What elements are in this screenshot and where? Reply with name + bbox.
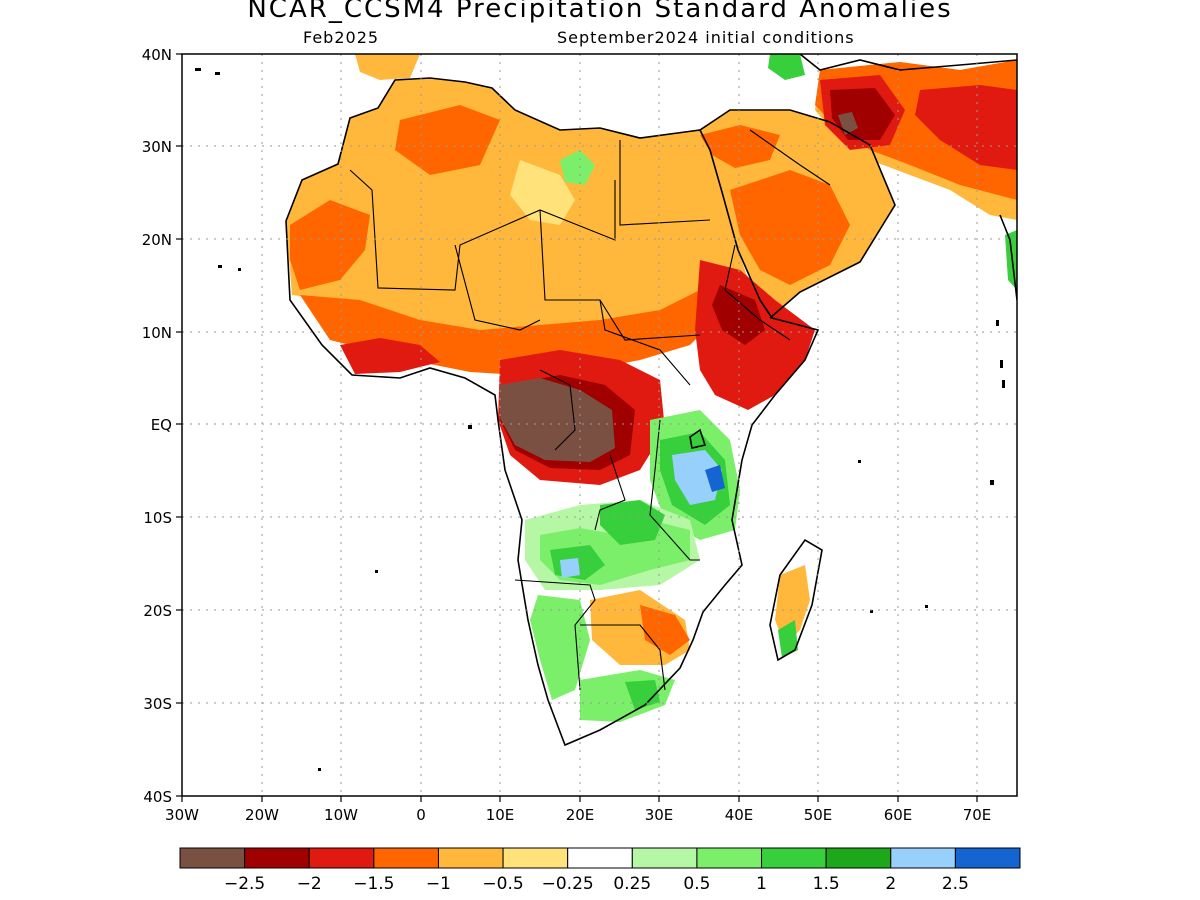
dry-guinea-coast bbox=[340, 338, 440, 374]
colorbar-swatch bbox=[244, 847, 310, 869]
dry-egypt-east bbox=[700, 125, 780, 168]
colorbar-swatch bbox=[373, 847, 439, 869]
lat-label: 20S bbox=[143, 602, 172, 620]
lon-label: 10W bbox=[324, 806, 358, 824]
colorbar-label: −1 bbox=[426, 874, 451, 894]
colorbar-swatch bbox=[761, 847, 827, 869]
colorbar-label: −1.5 bbox=[353, 874, 394, 894]
coastlines bbox=[285, 54, 1017, 747]
wet-ne-arabia-coast bbox=[768, 54, 805, 80]
lat-labels: 40N 30N 20N 10N EQ 10S 20S 30S 40S bbox=[142, 46, 172, 806]
dry-west-sahara bbox=[290, 200, 370, 290]
colorbar-label: 0.25 bbox=[613, 874, 651, 894]
lon-label: 0 bbox=[416, 806, 426, 824]
wet-east-africa-light-blue bbox=[672, 450, 722, 505]
dry-congo-core bbox=[500, 378, 615, 462]
lat-label: 10N bbox=[142, 324, 172, 342]
wet-east-africa-blue bbox=[705, 465, 725, 492]
lon-label: 40E bbox=[725, 806, 754, 824]
lon-labels: 30W 20W 10W 0 10E 20E 30E 40E 50E 60E 70… bbox=[165, 806, 991, 824]
colorbar-swatch bbox=[696, 847, 763, 869]
chart-title: NCAR_CCSM4 Precipitation Standard Anomal… bbox=[247, 0, 953, 24]
lat-label: 30N bbox=[142, 138, 172, 156]
lon-label: 20W bbox=[245, 806, 279, 824]
lon-label: 50E bbox=[804, 806, 833, 824]
islands bbox=[195, 68, 1005, 771]
anomaly-shading bbox=[286, 54, 1017, 722]
map-plot bbox=[195, 54, 1017, 771]
colorbar-swatch bbox=[567, 847, 633, 869]
dry-gulf-strong bbox=[915, 85, 1017, 170]
valid-month-label: Feb2025 bbox=[303, 28, 380, 47]
colorbar-label: 0.5 bbox=[683, 874, 710, 894]
lon-label: 20E bbox=[566, 806, 595, 824]
wet-south-africa-strong bbox=[625, 680, 660, 710]
dry-madagascar bbox=[775, 565, 810, 645]
colorbar-swatch bbox=[631, 847, 698, 869]
wet-madagascar bbox=[778, 620, 798, 658]
dry-mali bbox=[395, 105, 500, 175]
lat-label: 40N bbox=[142, 46, 172, 64]
colorbar-swatch bbox=[890, 847, 956, 869]
colorbar-label: −2.5 bbox=[224, 874, 265, 894]
lon-label: 70E bbox=[963, 806, 992, 824]
lon-label: 30E bbox=[645, 806, 674, 824]
colorbar-label: −0.5 bbox=[482, 874, 523, 894]
wet-namibia bbox=[530, 595, 590, 700]
colorbar: −2.5 −2 −1.5 −1 −0.5 −0.25 0.25 0.5 1 1.5 2 2.5 bbox=[179, 847, 1021, 894]
lat-label: 10S bbox=[143, 509, 172, 527]
colorbar-label: 1 bbox=[756, 874, 767, 894]
lon-label: 10E bbox=[486, 806, 515, 824]
dry-sahara-yellow bbox=[510, 160, 575, 225]
country-borders bbox=[349, 129, 831, 691]
colorbar-swatch bbox=[437, 847, 504, 869]
dry-botswana-mid bbox=[640, 605, 690, 655]
dry-arabia-mid bbox=[730, 170, 850, 285]
wet-angola-blue bbox=[560, 558, 580, 578]
lat-label: 30S bbox=[143, 695, 172, 713]
axis-ticks bbox=[176, 53, 978, 802]
colorbar-swatch bbox=[308, 847, 375, 869]
lon-label: 30W bbox=[165, 806, 199, 824]
gridlines bbox=[182, 54, 1017, 796]
wet-zambia-strong bbox=[600, 500, 665, 545]
colorbar-swatch bbox=[825, 847, 892, 869]
lat-label: EQ bbox=[151, 416, 172, 434]
colorbar-swatch bbox=[954, 847, 1021, 869]
wet-libya bbox=[560, 150, 595, 185]
colorbar-label: 1.5 bbox=[813, 874, 840, 894]
colorbar-swatch bbox=[502, 847, 569, 869]
init-conditions-label: September2024 initial conditions bbox=[557, 28, 855, 47]
plot-frame bbox=[181, 53, 1018, 797]
colorbar-swatch bbox=[179, 847, 246, 869]
colorbar-label: −2 bbox=[297, 874, 322, 894]
lon-label: 60E bbox=[884, 806, 913, 824]
colorbar-label: 2.5 bbox=[942, 874, 969, 894]
lat-label: 40S bbox=[143, 788, 172, 806]
colorbar-label: −0.25 bbox=[542, 874, 594, 894]
dry-ethiopia-core bbox=[712, 285, 765, 345]
dry-med-north bbox=[355, 54, 420, 80]
colorbar-label: 2 bbox=[885, 874, 896, 894]
lat-label: 20N bbox=[142, 231, 172, 249]
